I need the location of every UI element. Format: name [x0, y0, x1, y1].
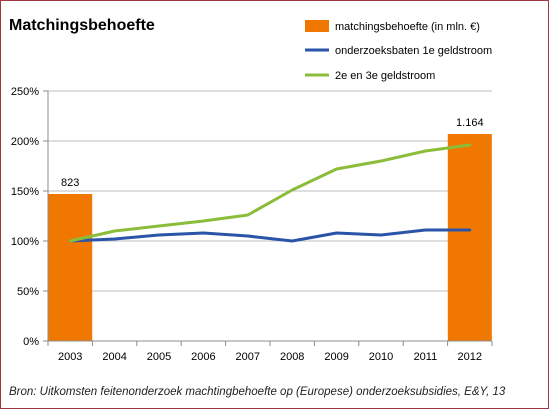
line-series-2	[68, 143, 472, 243]
x-tick-label-2010: 2010	[369, 351, 393, 363]
legend-label: 2e en 3e geldstroom	[335, 70, 435, 82]
bar-series	[48, 134, 492, 341]
x-tick-label-2007: 2007	[236, 351, 260, 363]
x-tick-label-2003: 2003	[58, 351, 82, 363]
bar-label-2003: 823	[61, 177, 79, 189]
x-tick-label-2006: 2006	[191, 351, 215, 363]
legend-label: onderzoeksbaten 1e geldstroom	[335, 45, 492, 57]
tick-labels: 0% 50% 100% 150% 200% 250% 823 1.164 2003 2004 200…	[11, 86, 484, 363]
y-tick-label: 150%	[11, 186, 39, 198]
y-tick-label: 250%	[11, 86, 39, 98]
x-tick-label-2005: 2005	[147, 351, 171, 363]
legend-swatch-bar	[305, 20, 329, 32]
y-tick-label: 0%	[23, 336, 39, 348]
bar-label-2012: 1.164	[456, 117, 484, 129]
y-tick-label: 50%	[17, 286, 39, 298]
chart-title: Matchingsbehoefte	[9, 17, 155, 34]
source-note: Bron: Uitkomsten feitenonderzoek machtin…	[9, 386, 506, 398]
gridlines	[48, 90, 492, 292]
y-tick-label: 100%	[11, 236, 39, 248]
line-series-1	[68, 228, 472, 243]
x-tick-label-2011: 2011	[414, 351, 438, 363]
line-series	[68, 143, 472, 243]
x-tick-label-2012: 2012	[458, 351, 482, 363]
x-tick-label-2009: 2009	[324, 351, 348, 363]
legend-label: matchingsbehoefte (in mln. €)	[335, 21, 480, 33]
x-tick-label-2004: 2004	[102, 351, 126, 363]
y-tick-label: 200%	[11, 136, 39, 148]
bar-2003	[48, 194, 93, 341]
chart-legend: matchingsbehoefte (in mln. €) onderzoeksb…	[305, 20, 492, 82]
bar-2012	[447, 134, 492, 341]
axes	[43, 90, 493, 346]
x-tick-label-2008: 2008	[280, 351, 304, 363]
